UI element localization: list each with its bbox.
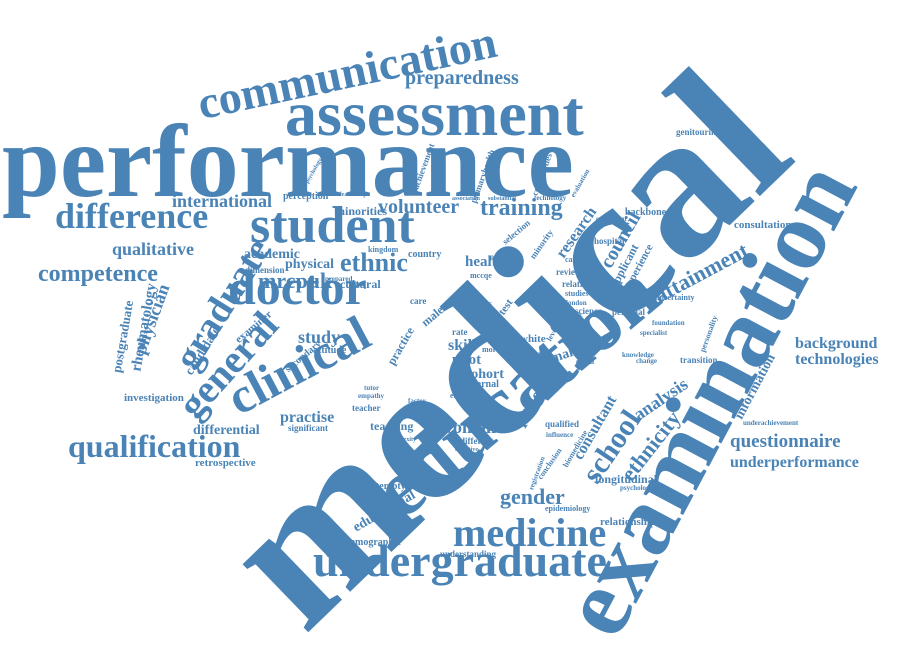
word-competence: competence — [38, 261, 158, 287]
word-leadership: leadership — [340, 192, 367, 198]
word-consultation: consultation — [734, 219, 792, 231]
word-perception: perception — [283, 191, 329, 202]
word-underperformance: underperformance — [730, 454, 859, 471]
word-mccqe: mccqe — [470, 271, 492, 280]
word-factor: factor — [408, 397, 426, 405]
word-pass: pass — [490, 253, 503, 261]
word-relationship: relationship — [600, 516, 657, 528]
word-woman: woman — [440, 417, 497, 437]
word-age: age — [514, 353, 526, 362]
word-medicine: medicine — [453, 510, 607, 555]
word-backbone: backbone — [625, 207, 667, 218]
word-qualitative: qualitative — [112, 239, 195, 259]
word-prepared: prepared — [325, 275, 353, 283]
word-technologies: technologies — [795, 351, 879, 368]
word-transition: transition — [680, 355, 718, 365]
word-white: white — [520, 333, 546, 345]
word-difference: difference — [55, 196, 209, 236]
word-cultural: cultural — [340, 277, 381, 291]
word-fitness: fitness — [470, 299, 492, 308]
word-personal: personal — [612, 307, 646, 317]
word-substantial: substantial — [488, 196, 517, 202]
word-teacher: teacher — [352, 403, 381, 413]
word-care: care — [410, 296, 427, 306]
word-gender: gender — [500, 484, 565, 509]
word-association: association — [452, 196, 481, 202]
word-understanding: understanding — [440, 549, 497, 559]
word-lecture: lecture — [414, 409, 435, 417]
word-kingdom: kingdom — [368, 245, 399, 254]
word-foundation: foundation — [652, 319, 685, 327]
word-knowledge: knowledge — [622, 351, 654, 359]
word-minorities: minorities — [335, 204, 387, 218]
word-longitudinal: longitudinal — [595, 472, 658, 486]
word-statistic: statistic — [560, 311, 583, 319]
word-influence: influence — [546, 431, 574, 439]
word-preparedness: preparedness — [405, 67, 519, 89]
word-cognitive: cognitive — [455, 447, 478, 453]
word-international: international — [172, 191, 273, 211]
word-internal: internal — [465, 379, 499, 390]
word-method: method — [400, 404, 439, 418]
word-london: london — [566, 299, 587, 307]
word-review: review — [556, 267, 582, 277]
word-country: country — [408, 249, 442, 260]
word-science: science — [575, 306, 602, 316]
word-assessment: assessment — [285, 78, 584, 149]
word-qualification: qualification — [68, 428, 241, 464]
word-grade: grade — [528, 349, 550, 359]
word-undergraduate: undergraduate — [313, 535, 607, 586]
word-ethnic: ethnic — [340, 248, 408, 277]
word-practise: practise — [280, 409, 335, 426]
word-academic: academic — [244, 247, 300, 262]
word-technology: technology — [534, 194, 567, 202]
word-specialist: specialist — [640, 329, 668, 337]
word-genitourinary: genitourinary — [676, 127, 729, 137]
word-student: student — [250, 197, 415, 254]
word-investigation: investigation — [124, 392, 184, 404]
word-career: career — [565, 255, 587, 264]
word-physical: physical — [285, 257, 335, 272]
word-dimension: dimension — [245, 265, 285, 275]
word-change: change — [636, 357, 657, 365]
word-effect: effect — [450, 391, 469, 400]
word-tutor: tutor — [364, 384, 380, 392]
word-different: different — [460, 436, 494, 446]
word-stereotype: stereotype — [372, 481, 416, 492]
word-mrcpuk: mrcpuk — [258, 268, 333, 293]
word-training: training — [480, 195, 563, 221]
word-uncertainty: uncertainty — [655, 293, 695, 302]
word-empathy: empathy — [358, 392, 385, 400]
word-hospital: hospital — [594, 236, 625, 246]
word-psychological: psychological — [620, 484, 661, 492]
word-relation: relation — [562, 279, 592, 289]
word-volunteer: volunteer — [378, 196, 460, 218]
word-more: more — [482, 345, 500, 354]
word-study: study — [298, 327, 341, 347]
word-teaching: teaching — [370, 419, 414, 433]
word-performance: performance — [2, 104, 574, 219]
word-exam: exam — [576, 357, 595, 366]
word-health: health — [465, 254, 506, 270]
word-background: background — [795, 335, 878, 352]
word-epidemiology: epidemiology — [545, 504, 591, 513]
word-studies: studies — [565, 289, 589, 298]
word-pilot: pilot — [452, 352, 482, 368]
word-skill: skill — [448, 337, 477, 354]
word-differential: differential — [193, 423, 260, 438]
word-outpatient: outpatient — [596, 215, 627, 223]
word-complexity: complexity — [388, 437, 416, 443]
word-significant: significant — [288, 423, 329, 433]
word-rate: rate — [452, 327, 468, 337]
word-demographic: demographic — [345, 537, 402, 548]
word-attitude: attitude — [313, 345, 347, 356]
word-questionnaire: questionnaire — [730, 431, 841, 452]
word-qualified: qualified — [545, 419, 580, 429]
word-doctor: doctor — [228, 259, 367, 315]
word-retrospective: retrospective — [195, 457, 256, 469]
word-cohort: cohort — [465, 367, 504, 382]
word-underachievement: underachievement — [743, 419, 799, 427]
